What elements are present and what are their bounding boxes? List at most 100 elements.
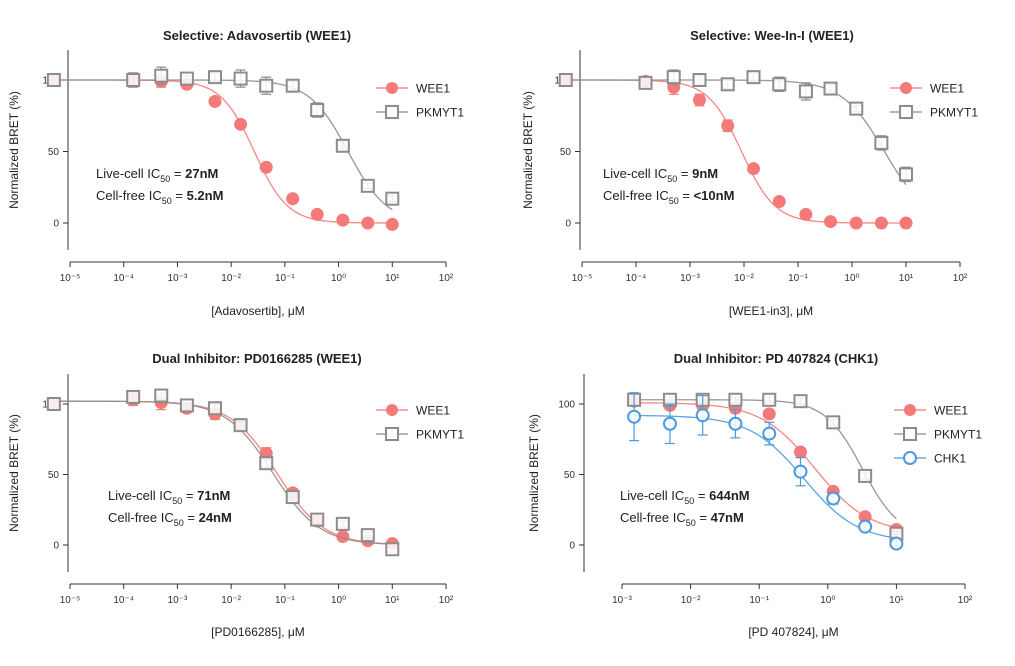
- annotation-prefix: Cell-free IC: [603, 188, 669, 203]
- data-point: [793, 464, 808, 479]
- series-pkmyt1: [46, 388, 400, 557]
- data-point: [310, 103, 325, 118]
- x-tick-label: 10²: [439, 273, 454, 284]
- data-point: [693, 93, 707, 107]
- x-tick-label: 10⁻²: [221, 595, 241, 606]
- data-point: [874, 135, 889, 150]
- data-point: [728, 392, 743, 407]
- legend-label: PKMYT1: [416, 428, 464, 442]
- ic50-annotation-line2: Cell-free IC50 = 24nM: [108, 510, 232, 528]
- data-point: [762, 426, 777, 441]
- annotation-equals: =: [170, 166, 185, 181]
- data-point: [793, 394, 808, 409]
- data-point: [126, 73, 141, 87]
- data-point: [746, 70, 761, 85]
- annotation-value: 24nM: [199, 510, 232, 525]
- x-axis-label: [Adavosertib], μM: [211, 304, 305, 318]
- fit-curve: [53, 400, 393, 545]
- legend-marker: [386, 82, 398, 94]
- x-tick-label: 10⁻⁵: [60, 273, 81, 284]
- x-tick-label: 10¹: [385, 595, 400, 606]
- annotation-equals: =: [172, 188, 187, 203]
- data-point: [154, 388, 169, 403]
- data-point: [772, 77, 787, 92]
- data-point: [762, 392, 777, 407]
- x-tick-label: 10⁻³: [168, 273, 188, 284]
- data-point: [692, 73, 707, 87]
- data-point: [849, 101, 864, 116]
- annotation-subscript: 50: [667, 174, 677, 184]
- legend-label: CHK1: [934, 452, 966, 466]
- data-point: [259, 456, 274, 471]
- y-tick-label: 50: [48, 470, 60, 481]
- annotation-subscript: 50: [686, 518, 696, 528]
- data-point: [762, 407, 776, 421]
- data-point: [874, 216, 888, 230]
- annotation-subscript: 50: [160, 174, 170, 184]
- data-point: [179, 71, 194, 86]
- x-tick-label: 10⁻²: [734, 273, 754, 284]
- data-point: [728, 416, 743, 431]
- legend-item-pkmyt1: PKMYT1: [890, 105, 978, 120]
- legend-marker: [899, 105, 913, 119]
- x-axis-label: [PD 407824], μM: [748, 625, 838, 639]
- x-tick-label: 10⁻¹: [275, 273, 295, 284]
- data-point: [360, 528, 375, 543]
- ic50-annotation-line2: Cell-free IC50 = <10nM: [603, 188, 734, 206]
- annotation-value: 47nM: [711, 510, 744, 525]
- data-point: [207, 70, 222, 85]
- annotation-equals: =: [184, 510, 199, 525]
- y-tick-label: 50: [48, 147, 60, 158]
- legend-label: PKMYT1: [934, 428, 982, 442]
- x-tick-label: 10⁻⁴: [113, 273, 134, 284]
- data-point: [126, 389, 141, 404]
- y-tick-label: 0: [565, 219, 571, 230]
- annotation-subscript: 50: [669, 196, 679, 206]
- legend-marker: [385, 427, 399, 441]
- data-point: [858, 468, 873, 483]
- data-point: [720, 77, 735, 92]
- legend-label: WEE1: [416, 82, 450, 96]
- series-pkmyt1: [558, 69, 913, 186]
- data-point: [179, 398, 194, 413]
- data-point: [385, 217, 399, 231]
- x-tick-label: 10⁻¹: [275, 595, 295, 606]
- y-tick-label: 0: [53, 541, 59, 552]
- series-chk1: [627, 392, 904, 551]
- x-tick-label: 10¹: [899, 273, 914, 284]
- chart-title: Dual Inhibitor: PD0166285 (WEE1): [152, 351, 362, 366]
- legend-item-pkmyt1: PKMYT1: [376, 105, 464, 120]
- annotation-subscript: 50: [174, 518, 184, 528]
- data-point: [627, 409, 642, 424]
- x-tick-label: 10⁻⁴: [626, 273, 647, 284]
- y-axis-label: Normalized BRET (%): [7, 91, 21, 209]
- annotation-equals: =: [694, 488, 709, 503]
- x-tick-label: 10⁻¹: [788, 273, 808, 284]
- legend-item-wee1: WEE1: [376, 82, 450, 96]
- chart-title: Selective: Adavosertib (WEE1): [163, 28, 351, 43]
- legend-marker: [904, 404, 916, 416]
- x-tick-label: 10²: [958, 595, 973, 606]
- legend-marker: [386, 404, 398, 416]
- data-point: [154, 68, 169, 83]
- chart-title: Selective: Wee-In-I (WEE1): [690, 28, 854, 43]
- data-point: [336, 213, 350, 227]
- x-tick-label: 10⁰: [820, 595, 835, 606]
- annotation-equals: =: [696, 510, 711, 525]
- annotation-subscript: 50: [172, 496, 182, 506]
- annotation-value: 5.2nM: [187, 188, 224, 203]
- fit-curve: [634, 402, 897, 529]
- data-point: [899, 167, 913, 182]
- data-point: [889, 536, 904, 551]
- legend-marker: [900, 82, 912, 94]
- legend-label: WEE1: [416, 404, 450, 418]
- data-point: [310, 207, 324, 221]
- data-point: [285, 490, 300, 505]
- data-point: [335, 516, 350, 531]
- data-point: [858, 519, 873, 534]
- y-axis-label: Normalized BRET (%): [7, 414, 21, 532]
- data-point: [638, 75, 653, 90]
- series-pkmyt1: [46, 66, 400, 211]
- legend-label: WEE1: [930, 82, 964, 96]
